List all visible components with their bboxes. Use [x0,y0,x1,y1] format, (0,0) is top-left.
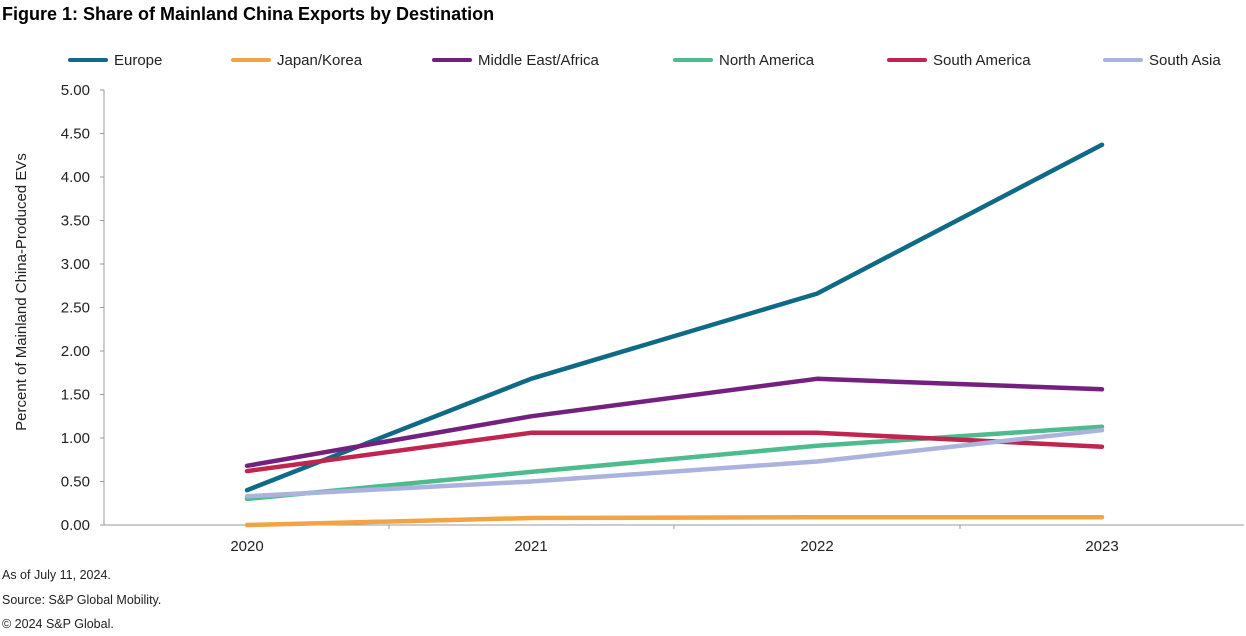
y-tick-label: 1.00 [61,430,90,447]
legend-swatch-middle-east-africa [432,58,472,62]
legend-label-europe: Europe [114,51,163,69]
legend-item-japan-korea: Japan/Korea [231,48,362,72]
legend-item-south-asia: South Asia [1103,48,1221,72]
series-line-japan-korea [244,514,1105,528]
chart-series-lines [244,142,1105,528]
y-tick-label: 0.50 [61,474,90,491]
x-tick-label: 2022 [800,538,833,555]
legend-label-north-america: North America [719,51,815,69]
x-tick-label: 2023 [1085,538,1118,555]
series-line-middle-east-africa [244,376,1105,469]
series-line-south-america [244,430,1105,474]
x-tick-label: 2021 [514,538,547,555]
y-tick-label: 5.00 [61,82,90,99]
legend-item-europe: Europe [68,48,162,72]
y-tick-label: 3.50 [61,213,90,230]
legend-label-middle-east-africa: Middle East/Africa [478,51,599,69]
legend-label-south-america: South America [933,51,1031,69]
footer-date: As of July 11, 2024. [2,568,111,582]
legend-swatch-south-asia [1103,58,1143,62]
footer-copyright: © 2024 S&P Global. [2,617,114,631]
legend-swatch-japan-korea [231,58,271,62]
legend-swatch-north-america [673,58,713,62]
legend-swatch-south-america [887,58,927,62]
y-axis-label: Percent of Mainland China-Produced EVs [13,153,30,431]
chart-axes: 0.00 0.50 1.00 1.50 2.00 2.50 3.00 3.50 4.00 4.50… [61,82,1244,555]
y-tick-label: 3.00 [61,256,90,273]
legend-item-middle-east-africa: Middle East/Africa [432,48,599,72]
y-tick-label: 2.50 [61,300,90,317]
legend-item-north-america: North America [673,48,814,72]
legend-label-south-asia: South Asia [1149,51,1221,69]
y-tick-label: 0.00 [61,517,90,534]
y-tick-label: 1.50 [61,387,90,404]
y-tick-label: 4.50 [61,126,90,143]
legend-item-south-america: South America [887,48,1031,72]
y-tick-label: 4.00 [61,169,90,186]
legend-label-japan-korea: Japan/Korea [277,51,363,69]
line-chart: 0.00 0.50 1.00 1.50 2.00 2.50 3.00 3.50 4.00 4.50… [13,82,1244,555]
footer-source: Source: S&P Global Mobility. [2,593,162,607]
series-line-north-america [244,424,1105,502]
y-tick-label: 2.00 [61,343,90,360]
chart-title: Figure 1: Share of Mainland China Export… [2,4,495,24]
chart-legend: Europe Japan/Korea Middle East/Africa No… [0,48,1246,72]
series-line-europe [244,142,1105,493]
x-tick-label: 2020 [230,538,263,555]
series-line-south-asia [244,427,1105,499]
legend-swatch-europe [68,58,108,62]
